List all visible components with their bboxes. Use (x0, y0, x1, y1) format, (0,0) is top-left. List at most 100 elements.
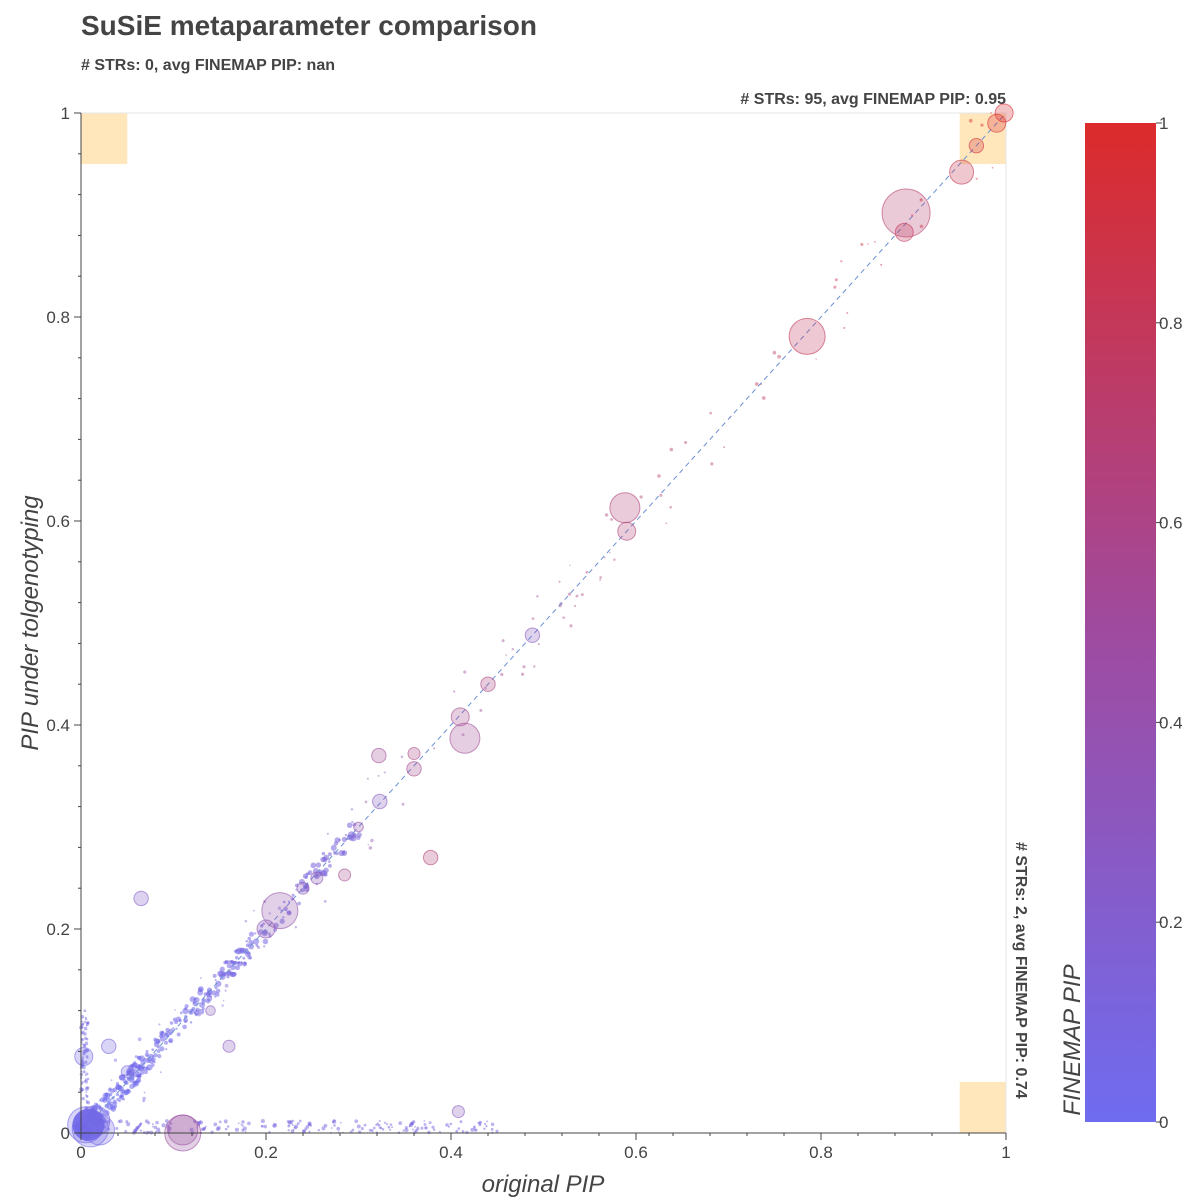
dense-point (314, 873, 320, 880)
dense-point (659, 493, 663, 497)
dense-point (137, 1074, 141, 1078)
x-tick-label: 0 (76, 1143, 85, 1162)
colorbar-label: FINEMAP PIP (1059, 964, 1086, 1115)
dense-point (223, 1119, 228, 1124)
dense-point (248, 931, 255, 937)
dense-point (229, 960, 234, 964)
dense-point (143, 1069, 149, 1075)
dense-point (356, 835, 361, 840)
dense-point (82, 1053, 85, 1056)
dense-point (153, 1125, 158, 1130)
dense-point (356, 1124, 361, 1129)
bottom-right-annotation: # STRs: 2, avg FINEMAP PIP: 0.74 (1012, 842, 1029, 1099)
colorbar-tick-label: 1 (1159, 114, 1168, 133)
data-point (84, 1114, 115, 1146)
dense-point (168, 1039, 172, 1043)
dense-point (420, 1126, 424, 1130)
dense-point (176, 1032, 181, 1037)
dense-point (128, 1076, 135, 1083)
dense-point (149, 1058, 155, 1065)
data-point (310, 871, 324, 885)
highlight-region-bottom-right (959, 1082, 1006, 1133)
dense-point (137, 1037, 142, 1042)
dense-point (244, 1130, 247, 1133)
dense-point (333, 1124, 336, 1127)
dense-point (259, 924, 264, 928)
dense-point (330, 844, 337, 851)
dense-point (479, 708, 483, 712)
dense-point (206, 987, 213, 993)
dense-point (483, 1122, 487, 1126)
data-point (296, 881, 310, 895)
dense-point (138, 1055, 145, 1062)
dense-point (286, 910, 292, 916)
data-point (371, 747, 387, 764)
dense-point (416, 1127, 420, 1131)
dense-point (144, 1052, 149, 1057)
dense-point (169, 1021, 174, 1025)
dense-point (569, 564, 571, 567)
dense-point (580, 593, 584, 597)
dense-point (248, 943, 255, 950)
dense-point (333, 841, 339, 846)
dense-point (367, 843, 370, 846)
dense-point (368, 846, 373, 850)
dense-point (85, 1086, 89, 1090)
dense-point (247, 1121, 251, 1126)
data-points (67, 103, 1014, 1152)
dense-point (569, 624, 573, 628)
x-tick-label: 0.2 (254, 1143, 278, 1162)
dense-point (115, 1082, 120, 1086)
dense-point (815, 358, 817, 360)
dense-point (777, 354, 781, 359)
dense-point (198, 987, 203, 992)
dense-point (292, 1129, 295, 1131)
dense-point (107, 1088, 112, 1092)
dense-point (248, 939, 254, 945)
dense-point (322, 856, 328, 863)
dense-point (205, 992, 211, 997)
dense-point (83, 1026, 88, 1031)
dense-point (227, 974, 230, 977)
dense-point (321, 851, 326, 856)
dense-point (282, 916, 285, 919)
data-point (222, 1039, 236, 1053)
dense-point (684, 440, 688, 445)
dense-point (134, 1055, 138, 1059)
data-point (120, 1065, 134, 1079)
dense-point (81, 1030, 85, 1034)
dense-point (226, 963, 232, 969)
dense-point (115, 1126, 119, 1130)
dense-point (474, 1128, 477, 1132)
dense-point (161, 1123, 166, 1128)
x-tick-label: 0.6 (624, 1143, 648, 1162)
dense-point (214, 985, 218, 990)
dense-point (86, 1077, 90, 1081)
dense-point (283, 906, 288, 911)
dense-point (199, 1001, 206, 1008)
dense-point (604, 513, 609, 517)
dense-point (237, 1122, 240, 1124)
dense-point (335, 851, 339, 856)
dense-point (428, 1121, 432, 1125)
dense-point (159, 1033, 164, 1039)
dense-point (234, 1127, 239, 1132)
dense-point (252, 909, 255, 912)
dense-point (910, 214, 914, 217)
dense-point (106, 1097, 112, 1103)
dense-point (533, 665, 536, 668)
dense-point (159, 1071, 162, 1074)
dense-point (153, 1061, 156, 1064)
dense-point (351, 1128, 355, 1132)
dense-point (81, 1088, 85, 1092)
dense-point (153, 1052, 158, 1058)
dense-point (125, 1120, 129, 1124)
dense-point (142, 1099, 146, 1103)
dense-point (124, 1130, 128, 1133)
dense-point (387, 1125, 391, 1129)
dense-point (423, 1120, 426, 1122)
dense-point (81, 1097, 85, 1101)
dense-point (336, 1126, 341, 1131)
dense-point (373, 1126, 376, 1130)
dense-point (381, 1127, 385, 1131)
